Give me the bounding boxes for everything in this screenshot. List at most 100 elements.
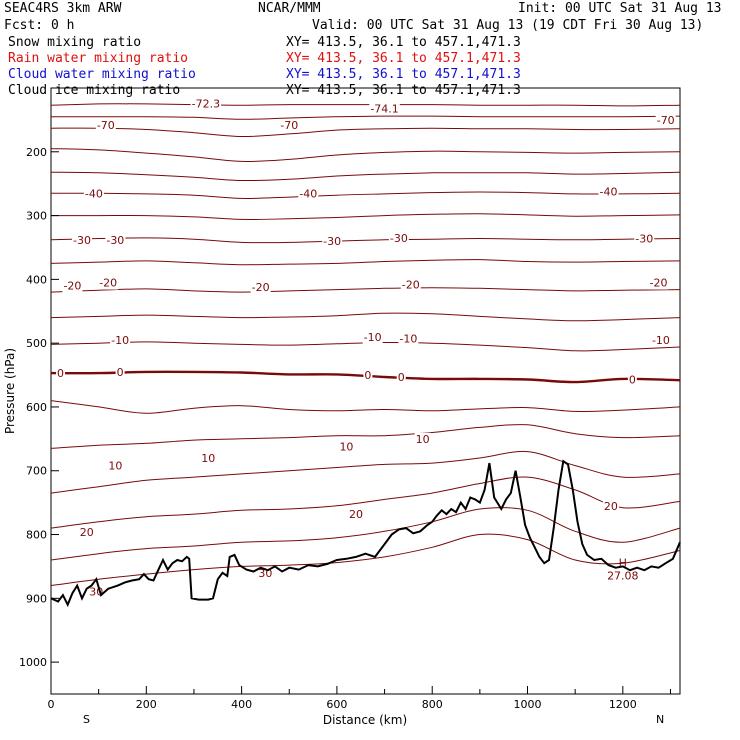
high-marker: H bbox=[619, 556, 627, 569]
contour-line-10 bbox=[50, 312, 681, 322]
contour-label-bg bbox=[602, 499, 619, 513]
contour-label-10: -30 bbox=[323, 235, 341, 248]
contour-label-bg bbox=[98, 276, 119, 290]
contour-line-11 bbox=[50, 341, 681, 352]
contour-label-bg bbox=[634, 232, 655, 246]
contour-label-bg bbox=[627, 373, 637, 387]
contour-label-bg bbox=[279, 118, 300, 132]
contour-label-bg bbox=[83, 187, 104, 201]
contour-label-1: -70 bbox=[280, 119, 298, 132]
contour-label-bg bbox=[388, 231, 409, 245]
contour-label-9: -30 bbox=[106, 234, 124, 247]
field-cloudice-name: Cloud ice mixing ratio bbox=[8, 83, 180, 98]
contour-label-33: 20 bbox=[604, 500, 618, 513]
contour-label-12: -30 bbox=[635, 233, 653, 246]
contour-label-21: -10 bbox=[652, 334, 670, 347]
contour-label-4: -74.1 bbox=[370, 102, 398, 115]
y-tick-label: 500 bbox=[26, 337, 47, 350]
north-label: N bbox=[656, 713, 664, 726]
org-label: NCAR/MMM bbox=[258, 1, 321, 16]
contour-label-3: -72.3 bbox=[192, 97, 220, 110]
contour-label-bg bbox=[107, 459, 124, 473]
contour-label-bg bbox=[648, 276, 669, 290]
plot-frame bbox=[50, 87, 681, 695]
y-tick-label: 300 bbox=[26, 210, 47, 223]
x-tick-label: 400 bbox=[231, 698, 252, 711]
contour-line-6 bbox=[51, 213, 681, 220]
x-tick-label: 1000 bbox=[514, 698, 542, 711]
contour-line-8 bbox=[50, 259, 681, 266]
contour-label-bg bbox=[62, 279, 83, 293]
contour-label-14: -20 bbox=[99, 277, 117, 290]
contour-line-7 bbox=[50, 237, 681, 244]
contour-line-9 bbox=[50, 287, 681, 293]
contour-label-19: -10 bbox=[364, 331, 382, 344]
field-rain-xy: XY= 413.5, 36.1 to 457.1,471.3 bbox=[286, 51, 521, 66]
contour-label-13: -20 bbox=[63, 280, 81, 293]
x-tick-label: 1200 bbox=[609, 698, 637, 711]
contour-label-bg bbox=[655, 113, 676, 127]
contour-label-28: 10 bbox=[201, 452, 215, 465]
contour-line-14 bbox=[50, 424, 681, 449]
contour-label-bg bbox=[398, 332, 419, 346]
x-axis-label: Distance (km) bbox=[323, 713, 407, 727]
contour-label-bg bbox=[363, 369, 373, 383]
contour-label-bg bbox=[338, 440, 355, 454]
contour-label-5: -40 bbox=[85, 187, 103, 200]
model-title: SEAC4RS 3km ARW bbox=[4, 1, 122, 16]
contour-line-12 bbox=[50, 370, 681, 384]
contour-line-15 bbox=[50, 450, 681, 494]
contour-label-32: 20 bbox=[349, 508, 363, 521]
contour-line-18 bbox=[50, 533, 681, 587]
contour-label-25: 0 bbox=[398, 371, 405, 384]
contour-line-0 bbox=[50, 103, 681, 107]
init-time: Init: 00 UTC Sat 31 Aug 13 bbox=[518, 1, 722, 16]
contour-label-34: 30 bbox=[89, 585, 103, 598]
valid-time: Valid: 00 UTC Sat 31 Aug 13 (19 CDT Fri … bbox=[312, 18, 703, 33]
x-tick-label: 0 bbox=[48, 698, 55, 711]
contour-label-bg bbox=[650, 333, 671, 347]
y-tick-label: 400 bbox=[26, 273, 47, 286]
terrain-profile bbox=[50, 459, 681, 608]
contour-label-2: -70 bbox=[657, 114, 675, 127]
contour-label-bg bbox=[396, 370, 406, 384]
y-axis-label: Pressure (hPa) bbox=[3, 348, 17, 434]
contour-label-bg bbox=[369, 102, 400, 116]
terrain-line bbox=[50, 459, 681, 608]
contour-line-17 bbox=[50, 507, 681, 561]
contour-label-6: -40 bbox=[299, 187, 317, 200]
contour-label-bg bbox=[200, 451, 217, 465]
field-snow-xy: XY= 413.5, 36.1 to 457.1,471.3 bbox=[286, 35, 521, 50]
contour-label-bg bbox=[347, 508, 364, 522]
contour-label-bg bbox=[250, 281, 271, 295]
contour-label-24: 0 bbox=[364, 369, 371, 382]
contour-label-8: -30 bbox=[73, 234, 91, 247]
y-tick-label: 1000 bbox=[19, 656, 47, 669]
x-tick-label: 800 bbox=[422, 698, 443, 711]
south-label: S bbox=[83, 713, 90, 726]
y-tick-label: 900 bbox=[26, 592, 47, 605]
contour-labels: -70 -70 -70 -72.3 -74.1 -40 -40 -40 -30 -30 -30 -30… bbox=[56, 97, 676, 599]
field-cloudwater-xy: XY= 413.5, 36.1 to 457.1,471.3 bbox=[286, 67, 521, 82]
x-axis-ticks: 0 200 400 600 800 1000 1200 bbox=[48, 686, 671, 711]
y-tick-label: 200 bbox=[26, 146, 47, 159]
contour-label-bg bbox=[400, 278, 421, 292]
y-tick-label: 600 bbox=[26, 401, 47, 414]
contour-label-29: 10 bbox=[339, 440, 353, 453]
contour-line-13 bbox=[50, 400, 681, 414]
contour-label-bg bbox=[598, 185, 619, 199]
contour-label-bg bbox=[115, 365, 125, 379]
y-tick-label: 800 bbox=[26, 529, 47, 542]
contour-label-bg bbox=[322, 235, 343, 249]
contour-label-27: 10 bbox=[108, 460, 122, 473]
contour-label-18: -10 bbox=[111, 334, 129, 347]
contour-line-3 bbox=[50, 148, 681, 162]
field-snow-name: Snow mixing ratio bbox=[8, 35, 141, 50]
contour-label-30: 10 bbox=[416, 433, 430, 446]
field-rain-name: Rain water mixing ratio bbox=[8, 51, 188, 66]
contour-label-bg bbox=[95, 118, 116, 132]
contour-label-bg bbox=[298, 187, 319, 201]
contour-label-16: -20 bbox=[402, 278, 420, 291]
contour-label-bg bbox=[105, 233, 126, 247]
